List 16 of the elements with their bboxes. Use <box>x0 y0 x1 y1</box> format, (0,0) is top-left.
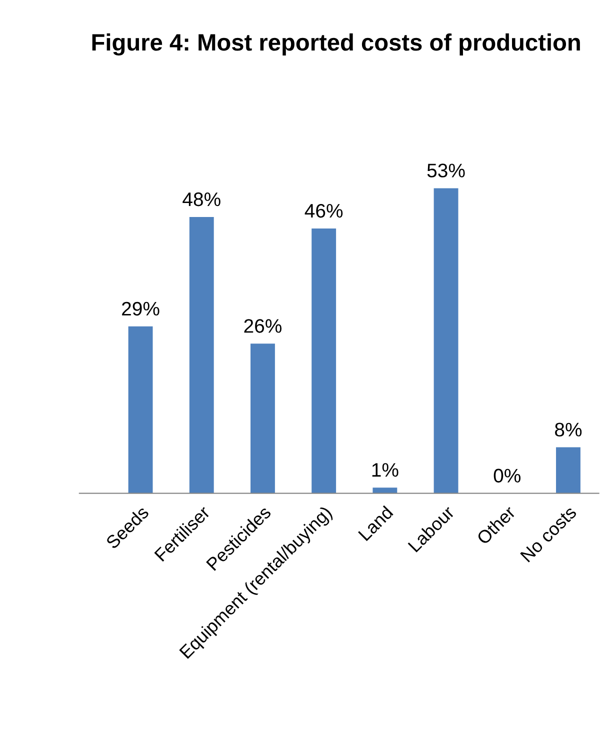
bar <box>372 488 398 494</box>
bar <box>189 216 214 494</box>
data-label: 8% <box>555 422 582 436</box>
data-label: 29% <box>122 302 160 316</box>
data-label: 48% <box>182 192 220 206</box>
data-label: 1% <box>372 463 398 477</box>
bar <box>312 228 336 494</box>
chart-title: Figure 4: Most reported costs of production <box>92 33 580 56</box>
bar <box>434 188 458 494</box>
bar <box>556 447 580 494</box>
data-label: 26% <box>244 319 282 333</box>
bar <box>250 344 275 494</box>
data-label: 46% <box>304 204 343 218</box>
bar <box>128 326 153 494</box>
data-label: 0% <box>494 468 520 483</box>
data-label: 53% <box>427 164 465 178</box>
